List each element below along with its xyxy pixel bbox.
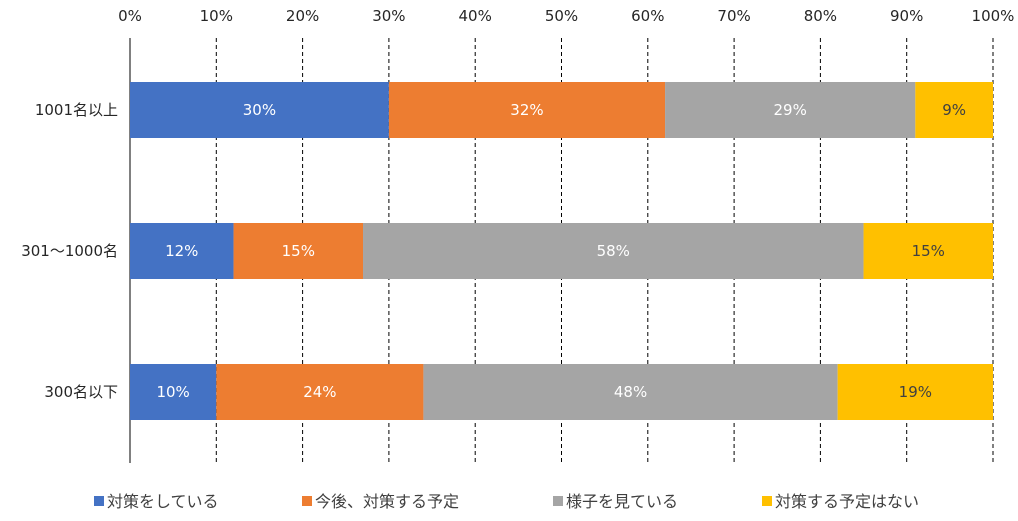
legend-swatch [94, 496, 104, 506]
legend: 対策をしている 今後、対策する予定 様子を見ている 対策する予定はない [94, 492, 919, 511]
bar-segment [837, 364, 993, 420]
data-label: 15% [282, 242, 315, 260]
bar-segments [130, 82, 993, 420]
legend-label: 対策をしている [107, 492, 219, 511]
bar-segment [388, 82, 666, 138]
data-label: 58% [597, 242, 630, 260]
bar-segment [423, 364, 838, 420]
bar-segment [233, 223, 364, 279]
legend-label: 様子を見ている [566, 492, 678, 511]
data-label: 15% [912, 242, 945, 260]
x-tick-label: 40% [459, 7, 492, 25]
bar-segment [915, 82, 993, 138]
data-label: 19% [899, 383, 932, 401]
bar-segment [130, 364, 217, 420]
x-tick-label: 20% [286, 7, 319, 25]
bar-segment [130, 82, 389, 138]
data-labels: 30% 32% 29% 9% 12% 15% 58% 15% 10% 24% 48% 19% [156, 101, 966, 401]
bar-segment [863, 223, 993, 279]
x-tick-label: 10% [200, 7, 233, 25]
x-tick-label: 0% [118, 7, 142, 25]
data-label: 32% [510, 101, 543, 119]
legend-item: 様子を見ている [553, 492, 678, 511]
x-tick-label: 30% [372, 7, 405, 25]
x-axis-tick-labels: 0% 10% 20% 30% 40% 50% 60% 70% 80% 90% 100% [118, 7, 1014, 25]
x-tick-label: 80% [804, 7, 837, 25]
data-label: 30% [243, 101, 276, 119]
data-label: 9% [942, 101, 966, 119]
data-label: 10% [156, 383, 189, 401]
data-label: 24% [303, 383, 336, 401]
category-label: 300名以下 [44, 383, 118, 401]
data-label: 12% [165, 242, 198, 260]
x-tick-label: 100% [972, 7, 1015, 25]
legend-label: 今後、対策する予定 [315, 492, 459, 511]
category-label: 1001名以上 [35, 101, 118, 119]
bar-segment [216, 364, 424, 420]
legend-item: 対策する予定はない [762, 492, 919, 511]
data-label: 48% [614, 383, 647, 401]
x-tick-label: 90% [890, 7, 923, 25]
data-label: 29% [774, 101, 807, 119]
x-tick-label: 60% [631, 7, 664, 25]
bar-segment [363, 223, 864, 279]
bar-segment [665, 82, 916, 138]
legend-swatch [762, 496, 772, 506]
legend-swatch [302, 496, 312, 506]
legend-label: 対策する予定はない [775, 492, 919, 511]
legend-item: 対策をしている [94, 492, 219, 511]
legend-item: 今後、対策する予定 [302, 492, 459, 511]
legend-swatch [553, 496, 563, 506]
category-labels: 1001名以上 301～1000名 300名以下 [21, 101, 118, 401]
category-label: 301～1000名 [21, 242, 118, 260]
x-tick-label: 50% [545, 7, 578, 25]
x-tick-label: 70% [717, 7, 750, 25]
bar-segment [130, 223, 234, 279]
